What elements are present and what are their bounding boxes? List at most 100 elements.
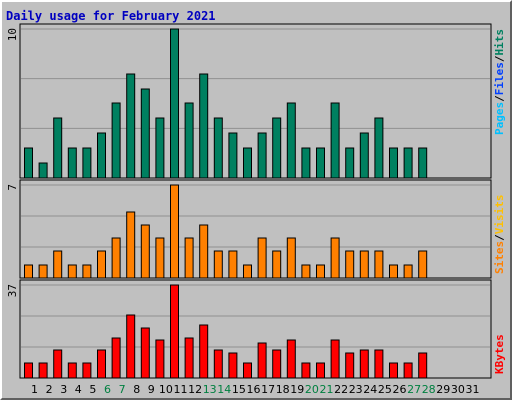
bar-kbytes-day-27 xyxy=(403,362,413,379)
bar-kbytes-day-5 xyxy=(82,362,92,379)
bar-kbytes-day-6 xyxy=(97,349,106,379)
legend-entry: / xyxy=(493,55,506,62)
bar-hits-day-14 xyxy=(213,117,223,179)
bar-visits-day-8 xyxy=(126,211,136,279)
bar-visits-day-12 xyxy=(184,237,194,279)
bar-kbytes-day-16 xyxy=(243,362,252,379)
scale-label-kbytes: 37 xyxy=(6,284,19,297)
x-tick-label-day-14: 14 xyxy=(217,383,231,396)
x-tick-label-day-25: 25 xyxy=(378,383,392,396)
x-tick-label-day-16: 16 xyxy=(247,383,261,396)
bar-kbytes-day-8 xyxy=(126,314,136,379)
x-tick-label-day-18: 18 xyxy=(276,383,290,396)
x-tick-label-day-21: 21 xyxy=(320,383,334,396)
legend-entry: Sites xyxy=(493,241,506,274)
legend-entry: / xyxy=(493,234,506,241)
bar-hits-day-23 xyxy=(345,147,355,179)
legend-visits: Sites/Visits xyxy=(493,195,506,275)
bar-hits-day-27 xyxy=(403,147,413,179)
bar-hits-day-21 xyxy=(316,147,325,179)
x-tick-label-day-29: 29 xyxy=(436,383,450,396)
legend-hits: Pages/Files/Hits xyxy=(493,29,506,135)
bar-hits-day-24 xyxy=(359,132,369,179)
bar-kbytes-day-4 xyxy=(67,362,77,379)
bar-kbytes-day-17 xyxy=(257,342,267,379)
bar-kbytes-day-1 xyxy=(24,362,33,379)
bar-visits-day-9 xyxy=(140,224,150,279)
x-tick-label-day-19: 19 xyxy=(290,383,304,396)
x-tick-label-day-12: 12 xyxy=(188,383,202,396)
bar-hits-day-28 xyxy=(418,147,428,179)
bar-visits-day-1 xyxy=(24,264,33,279)
x-tick-label-day-23: 23 xyxy=(349,383,363,396)
bar-hits-day-8 xyxy=(126,73,136,179)
legend-entry: Pages xyxy=(493,102,506,135)
bar-hits-day-19 xyxy=(286,102,296,179)
x-tick-label-day-6: 6 xyxy=(104,383,111,396)
bar-kbytes-day-3 xyxy=(53,349,63,379)
x-tick-label-day-30: 30 xyxy=(451,383,465,396)
bar-visits-day-21 xyxy=(316,264,325,279)
bar-hits-day-9 xyxy=(140,88,150,179)
bar-kbytes-day-15 xyxy=(228,352,238,379)
bar-visits-day-17 xyxy=(257,237,267,279)
bar-kbytes-day-28 xyxy=(418,352,428,379)
bar-kbytes-day-2 xyxy=(38,362,48,379)
bar-hits-day-11 xyxy=(170,28,179,179)
x-tick-label-day-3: 3 xyxy=(60,383,67,396)
bar-kbytes-day-9 xyxy=(140,327,150,379)
bar-visits-day-13 xyxy=(199,224,209,279)
bar-hits-day-26 xyxy=(389,147,398,179)
bar-visits-day-26 xyxy=(389,264,398,279)
bar-kbytes-day-12 xyxy=(184,337,194,379)
bar-visits-day-2 xyxy=(38,264,48,279)
bar-visits-day-24 xyxy=(359,250,369,279)
bar-kbytes-day-25 xyxy=(374,349,384,379)
bar-visits-day-3 xyxy=(53,250,63,279)
bar-visits-day-16 xyxy=(243,264,252,279)
x-tick-label-day-13: 13 xyxy=(203,383,217,396)
x-tick-label-day-22: 22 xyxy=(334,383,348,396)
bar-hits-day-2 xyxy=(38,162,48,179)
bar-kbytes-day-19 xyxy=(286,339,296,379)
bar-visits-day-20 xyxy=(301,264,311,279)
chart-title: Daily usage for February 2021 xyxy=(6,9,216,23)
bar-visits-day-28 xyxy=(418,250,428,279)
bar-visits-day-10 xyxy=(155,237,165,279)
bar-visits-day-25 xyxy=(374,250,384,279)
x-tick-label-day-10: 10 xyxy=(159,383,173,396)
bar-kbytes-day-10 xyxy=(155,339,165,379)
bar-hits-day-6 xyxy=(97,132,106,179)
x-tick-label-day-24: 24 xyxy=(363,383,377,396)
bar-kbytes-day-26 xyxy=(389,362,398,379)
bar-visits-day-6 xyxy=(97,250,106,279)
bar-kbytes-day-11 xyxy=(170,284,179,379)
bar-visits-day-27 xyxy=(403,264,413,279)
x-tick-label-day-9: 9 xyxy=(148,383,155,396)
bar-hits-day-16 xyxy=(243,147,252,179)
bar-hits-day-13 xyxy=(199,73,209,179)
bar-hits-day-18 xyxy=(272,117,282,179)
x-tick-label-day-7: 7 xyxy=(119,383,126,396)
x-tick-label-day-11: 11 xyxy=(174,383,188,396)
x-tick-label-day-8: 8 xyxy=(133,383,140,396)
legend-entry: Files xyxy=(493,62,506,95)
x-tick-label-day-20: 20 xyxy=(305,383,319,396)
bar-visits-day-23 xyxy=(345,250,355,279)
bar-hits-day-1 xyxy=(24,147,33,179)
x-tick-label-day-26: 26 xyxy=(393,383,407,396)
bar-visits-day-7 xyxy=(111,237,121,279)
bar-hits-day-17 xyxy=(257,132,267,179)
x-tick-label-day-17: 17 xyxy=(261,383,275,396)
bar-hits-day-10 xyxy=(155,117,165,179)
x-tick-label-day-2: 2 xyxy=(46,383,53,396)
bar-kbytes-day-22 xyxy=(330,339,340,379)
bar-visits-day-5 xyxy=(82,264,92,279)
scale-label-hits: 10 xyxy=(6,28,19,41)
bar-hits-day-25 xyxy=(374,117,384,179)
x-tick-label-day-27: 27 xyxy=(407,383,421,396)
bar-visits-day-22 xyxy=(330,237,340,279)
legend-entry: Visits xyxy=(493,195,506,235)
x-tick-label-day-31: 31 xyxy=(466,383,480,396)
